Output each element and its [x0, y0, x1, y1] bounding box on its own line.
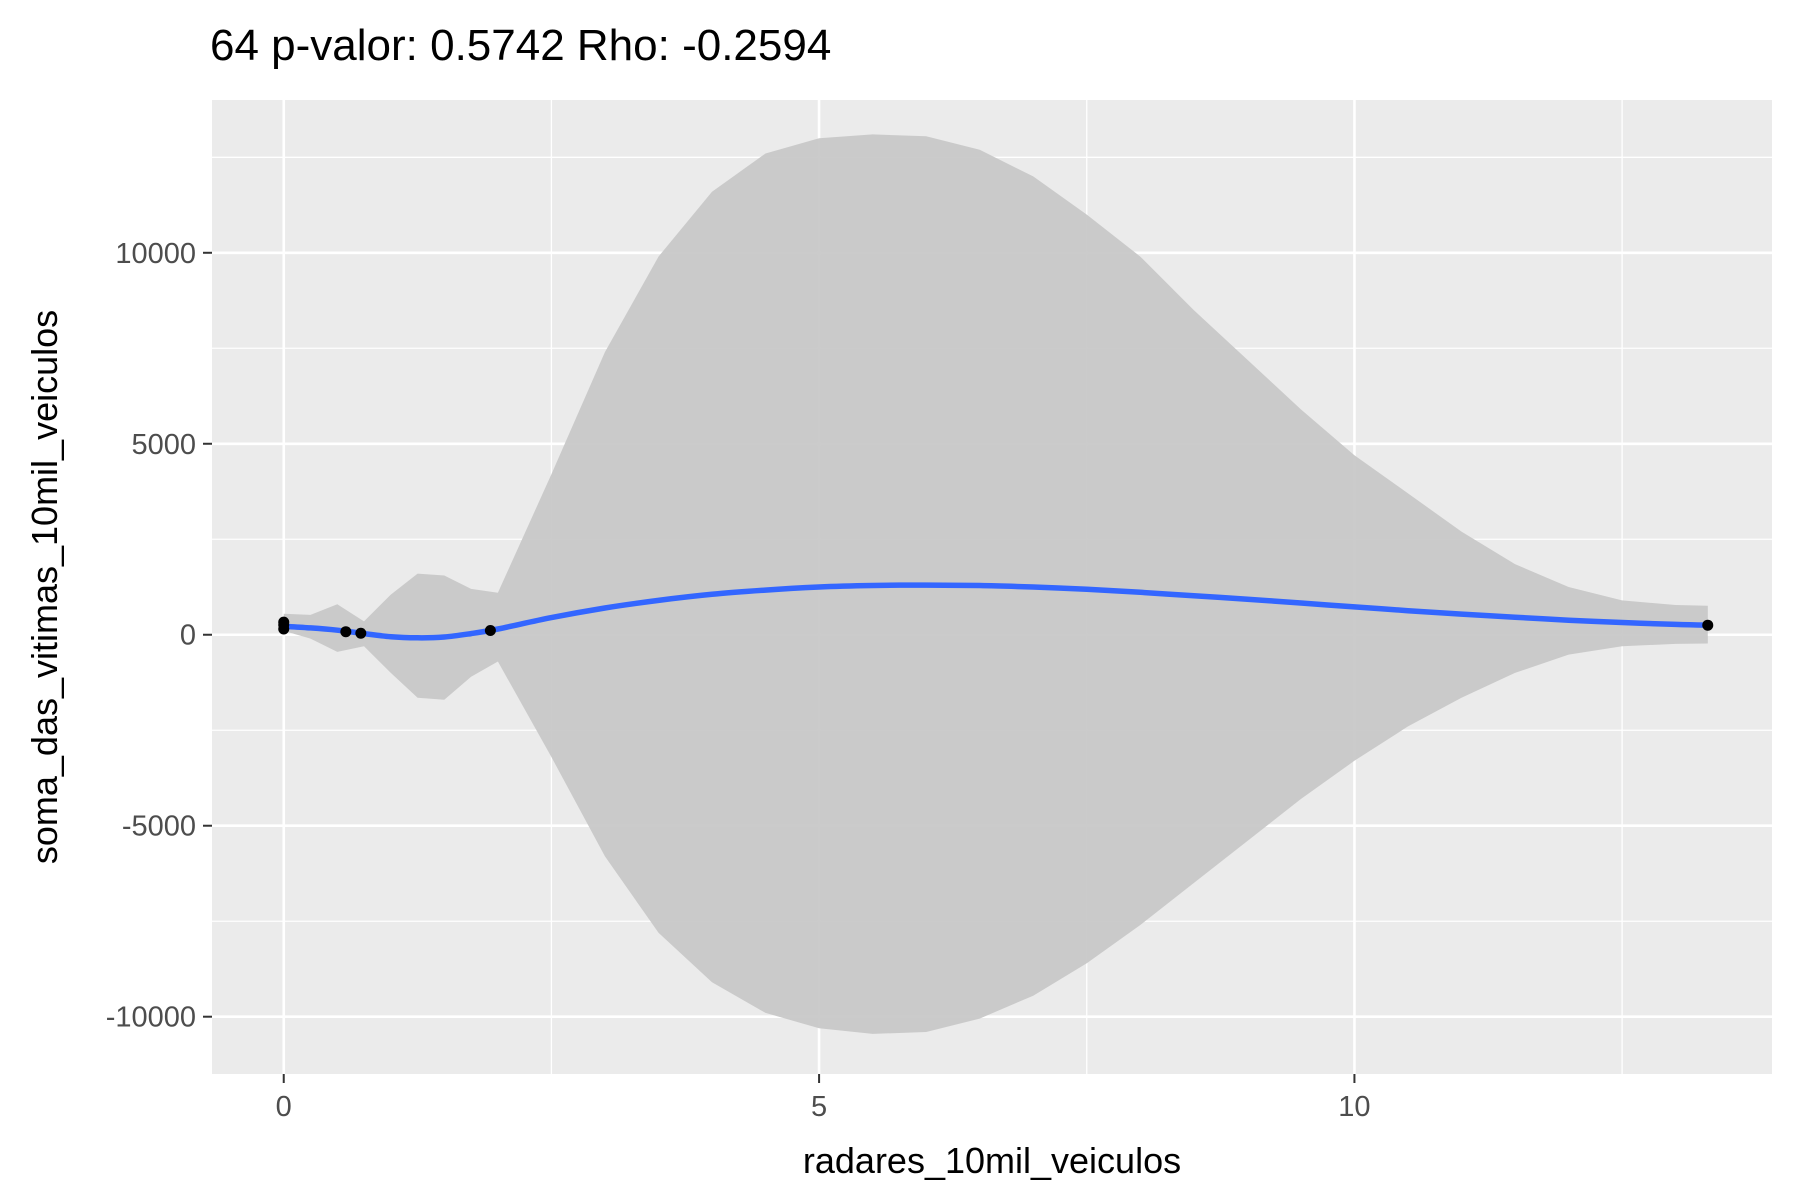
- y-axis-title: soma_das_vitimas_10mil_veiculos: [24, 310, 65, 864]
- chart-title: 64 p-valor: 0.5742 Rho: -0.2594: [210, 21, 831, 70]
- data-point: [1702, 619, 1714, 631]
- x-tick-label: 0: [276, 1091, 292, 1123]
- x-axis-title: radares_10mil_veiculos: [803, 1140, 1181, 1181]
- y-tick-label: 0: [180, 620, 196, 652]
- x-tick-label: 5: [811, 1091, 827, 1123]
- y-tick-label: -5000: [122, 811, 196, 843]
- data-point: [340, 626, 352, 638]
- data-point: [355, 627, 367, 639]
- data-point: [484, 625, 496, 637]
- data-points: [278, 616, 1714, 639]
- y-axis: -10000 -5000 0 5000 10000: [106, 238, 212, 1034]
- smooth-line-layer: [280, 582, 1711, 641]
- y-tick-label: -10000: [106, 1002, 196, 1034]
- x-axis: 0 5 10: [276, 1074, 1371, 1123]
- y-tick-label: 10000: [115, 238, 196, 270]
- y-tick-label: 5000: [131, 429, 196, 461]
- x-tick-label: 10: [1338, 1091, 1370, 1123]
- data-point: [278, 616, 290, 628]
- smooth-fit-line: [280, 582, 1711, 641]
